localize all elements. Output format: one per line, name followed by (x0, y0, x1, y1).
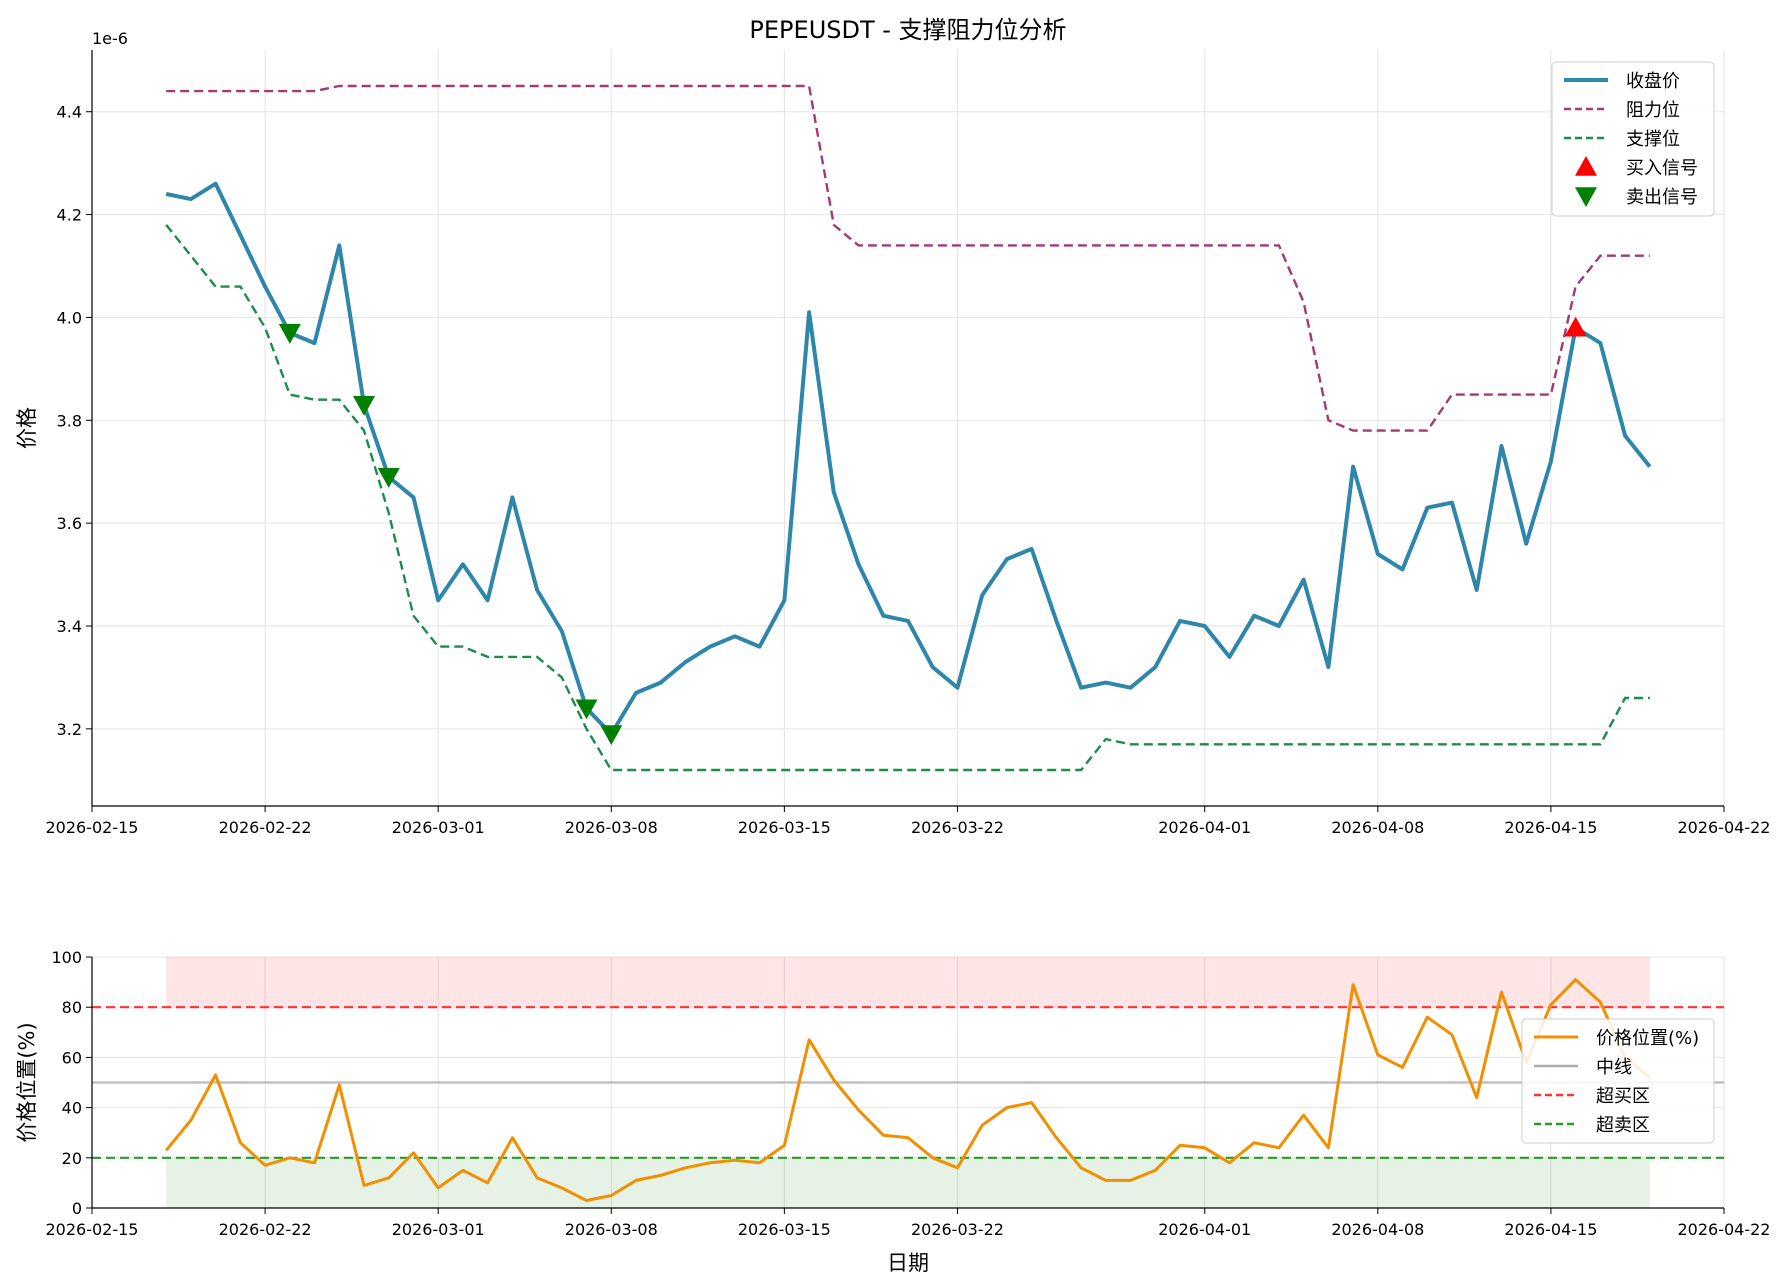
x-tick-label: 2026-02-15 (46, 1220, 139, 1239)
chart-title: PEPEUSDT - 支撑阻力位分析 (749, 16, 1066, 44)
y-tick-label: 4.4 (57, 103, 82, 122)
y-tick-label: 4.0 (57, 308, 82, 327)
legend-label: 中线 (1596, 1057, 1632, 1078)
y-tick-label: 3.2 (57, 720, 82, 739)
sell-signal-marker (377, 468, 400, 488)
x-tick-label: 2026-03-08 (565, 1220, 658, 1239)
y-axis-label-price: 价格 (15, 407, 39, 449)
y-tick-label: 20 (62, 1149, 82, 1168)
legend-label: 支撑位 (1626, 129, 1680, 150)
legend-label: 买入信号 (1626, 158, 1698, 179)
legend-label: 阻力位 (1626, 100, 1680, 121)
legend-label: 收盘价 (1626, 71, 1680, 92)
x-tick-label: 2026-03-01 (392, 1220, 485, 1239)
x-tick-label: 2026-03-22 (911, 1220, 1004, 1239)
sell-signal-marker (353, 396, 375, 416)
x-tick-label: 2026-04-08 (1331, 818, 1424, 837)
x-tick-label: 2026-04-01 (1158, 1220, 1251, 1239)
legend-label: 卖出信号 (1626, 187, 1698, 208)
legend-swatch (1575, 156, 1597, 176)
series-line-resistance (166, 84, 1650, 432)
series-line-close (165, 181, 1652, 736)
sell-signal-marker (278, 324, 301, 344)
x-tick-label: 2026-04-22 (1678, 1220, 1771, 1239)
legend-label: 超卖区 (1596, 1115, 1650, 1136)
x-tick-label: 2026-02-22 (219, 1220, 312, 1239)
x-tick-label: 2026-03-15 (738, 818, 831, 837)
y-offset-label: 1e-6 (92, 29, 128, 48)
sell-signal-marker (600, 725, 623, 745)
y-tick-label: 0 (72, 1199, 82, 1218)
x-tick-label: 2026-02-15 (46, 818, 139, 837)
x-tick-label: 2026-03-08 (565, 818, 658, 837)
legend-label: 超买区 (1596, 1086, 1650, 1107)
buy-signal-marker (1564, 316, 1587, 337)
y-tick-label: 40 (62, 1099, 82, 1118)
x-tick-label: 2026-04-22 (1678, 818, 1771, 837)
y-tick-label: 100 (51, 948, 82, 967)
x-tick-label: 2026-04-15 (1504, 1220, 1597, 1239)
sell-signal-marker (575, 699, 598, 720)
x-tick-label: 2026-03-22 (911, 818, 1004, 837)
x-tick-label: 2026-03-01 (392, 818, 485, 837)
legend-label: 价格位置(%) (1596, 1028, 1699, 1049)
x-tick-label: 2026-04-15 (1504, 818, 1597, 837)
y-axis-label-position: 价格位置(%) (15, 1022, 39, 1142)
x-tick-label: 2026-02-22 (219, 818, 312, 837)
legend-box (1521, 1018, 1715, 1144)
x-axis-label-date: 日期 (887, 1251, 929, 1275)
y-tick-label: 80 (62, 998, 82, 1017)
x-tick-label: 2026-03-15 (738, 1220, 831, 1239)
y-tick-label: 4.2 (57, 206, 82, 225)
y-tick-label: 60 (62, 1048, 82, 1067)
y-tick-label: 3.6 (57, 514, 82, 533)
x-tick-label: 2026-04-08 (1331, 1220, 1424, 1239)
y-tick-label: 3.8 (57, 411, 82, 430)
series-line-position (165, 978, 1651, 1202)
oversold-zone (166, 1157, 1650, 1208)
series-line-support (165, 224, 1650, 772)
y-tick-label: 3.4 (57, 617, 82, 636)
legend-box (1551, 61, 1715, 217)
overbought-zone (166, 957, 1650, 1008)
x-tick-label: 2026-04-01 (1158, 818, 1251, 837)
legend-swatch (1575, 187, 1597, 207)
